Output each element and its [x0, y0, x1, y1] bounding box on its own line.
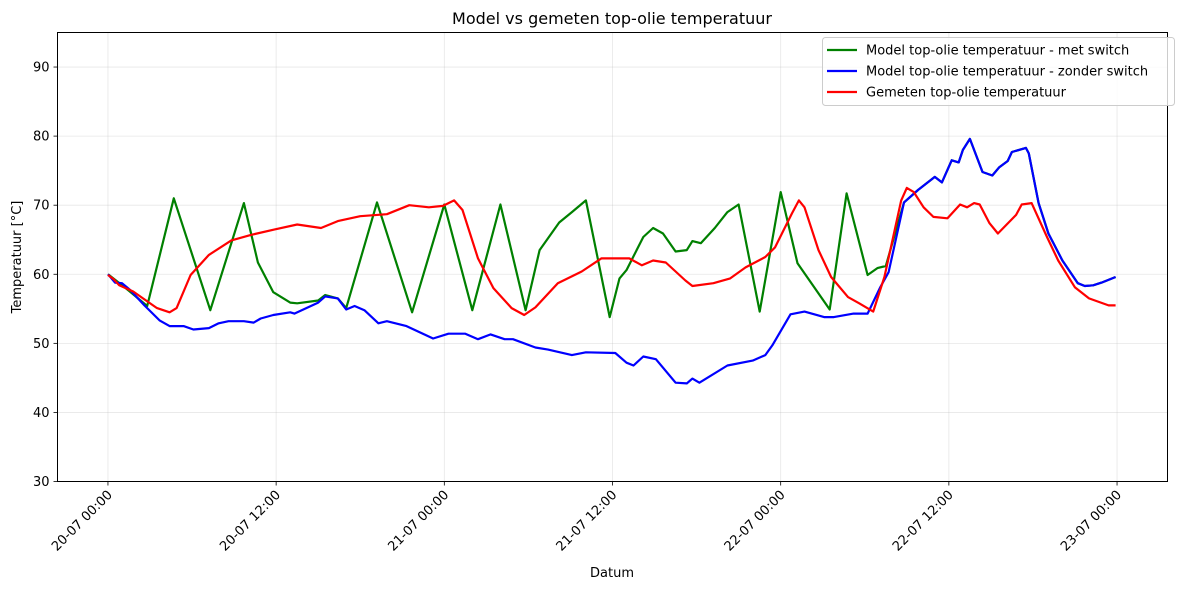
y-tick-label: 90 [33, 61, 50, 76]
chart-title: Model vs gemeten top-olie temperatuur [452, 9, 772, 28]
series-line-1 [107, 137, 1117, 385]
y-axis: 30 40 50 60 70 80 90 [33, 61, 58, 490]
y-tick-label: 70 [33, 199, 50, 214]
y-tick-label: 50 [33, 337, 50, 352]
y-tick-label: 40 [33, 406, 50, 421]
y-axis-label: Temperatuur [°C] [10, 201, 25, 315]
series-line-2 [107, 186, 1116, 317]
x-axis-label: Datum [590, 566, 634, 581]
legend-label: Gemeten top-olie temperatuur [866, 86, 1067, 101]
series-lines [107, 137, 1117, 385]
legend: Model top-olie temperatuur - met switch M… [822, 37, 1175, 106]
legend-label: Model top-olie temperatuur - met switch [866, 44, 1129, 59]
legend-box [822, 37, 1175, 106]
y-tick-label: 60 [33, 268, 50, 283]
y-tick-label: 80 [33, 130, 50, 145]
legend-label: Model top-olie temperatuur - zonder swit… [866, 65, 1148, 80]
y-tick-label: 30 [33, 475, 50, 490]
